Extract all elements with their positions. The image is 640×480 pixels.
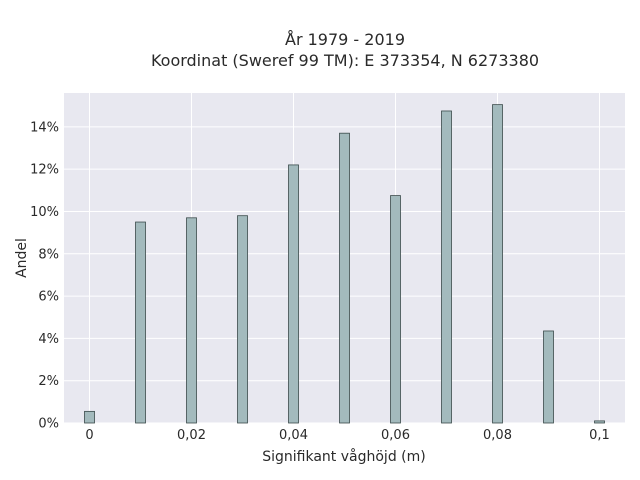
histogram-bar (390, 195, 401, 424)
histogram-bar (441, 110, 452, 424)
x-tick-label: 0,04 (279, 428, 308, 443)
x-tick-label: 0,02 (177, 428, 206, 443)
bars (84, 104, 605, 424)
histogram-bar (84, 410, 95, 424)
x-tick-label: 0,08 (483, 428, 512, 443)
histogram-bar (339, 132, 350, 424)
y-tick-label: 14% (30, 120, 59, 135)
y-tick-labels: 0% 2% 4% 6% 8% 10% 12% 14% (30, 120, 59, 431)
y-tick-label: 10% (30, 205, 59, 220)
histogram-bar (543, 330, 554, 424)
x-axis-label: Signifikant våghöjd (m) (262, 448, 425, 465)
y-tick-label: 6% (38, 290, 59, 305)
histogram-bar (492, 104, 503, 424)
y-axis-label: Andel (14, 238, 30, 278)
y-tick-label: 0% (38, 417, 59, 432)
histogram-bar (288, 164, 299, 424)
y-tick-label: 2% (38, 374, 59, 389)
y-tick-label: 8% (38, 247, 59, 262)
x-tick-label: 0 (85, 428, 93, 443)
histogram-bar (594, 420, 605, 424)
x-tick-label: 0,06 (381, 428, 410, 443)
x-tick-label: 0,1 (589, 428, 610, 443)
x-tick-labels: 0 0,02 0,04 0,06 0,08 0,1 (85, 428, 609, 443)
histogram-bar (186, 217, 197, 424)
chart-title-line1: År 1979 - 2019 (285, 30, 405, 49)
y-tick-label: 12% (30, 163, 59, 178)
chart-title-line2: Koordinat (Sweref 99 TM): E 373354, N 62… (151, 51, 539, 70)
histogram-bar (135, 221, 146, 424)
y-tick-label: 4% (38, 332, 59, 347)
histogram-bar (237, 215, 248, 424)
